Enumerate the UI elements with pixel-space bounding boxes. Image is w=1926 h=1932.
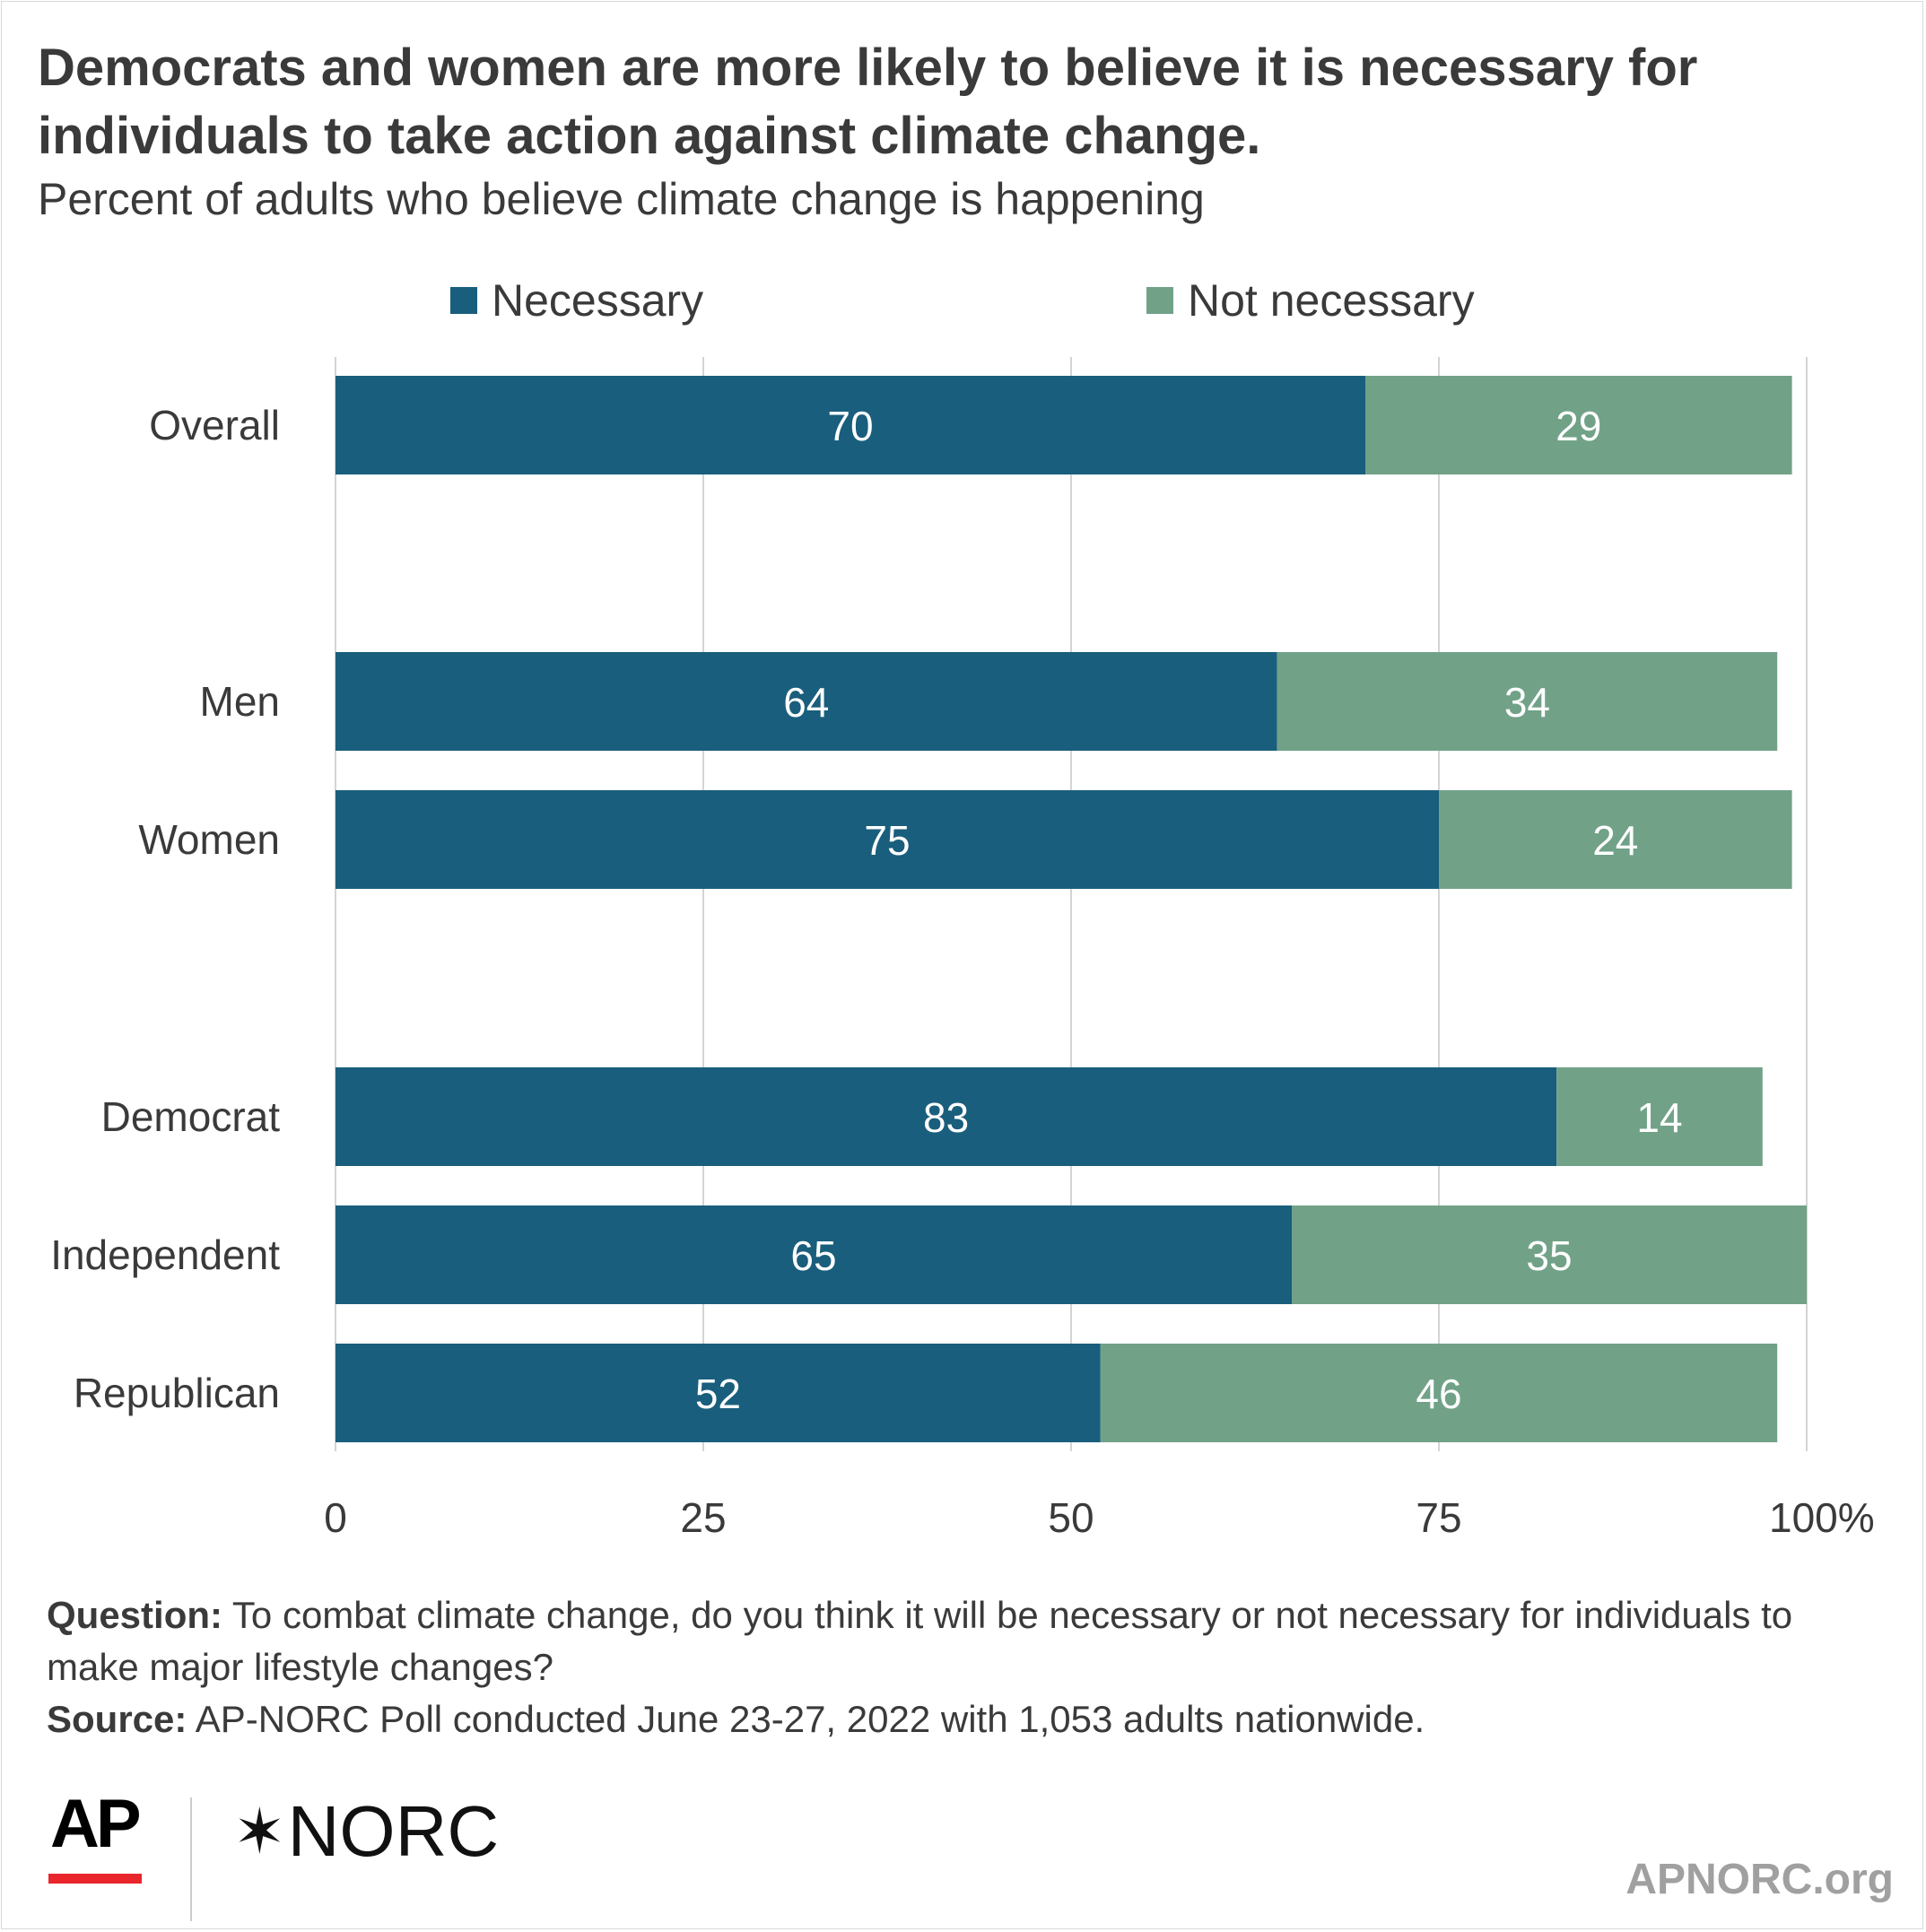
bar-segment-necessary bbox=[336, 1205, 1292, 1304]
x-tick-label: 75 bbox=[1416, 1494, 1461, 1541]
category-label: Democrat bbox=[101, 1093, 281, 1140]
data-label: 14 bbox=[1636, 1094, 1682, 1141]
data-label: 29 bbox=[1556, 403, 1601, 449]
data-label: 24 bbox=[1592, 817, 1638, 864]
bar-segment-not-necessary bbox=[1292, 1205, 1807, 1304]
ap-logo: AP bbox=[50, 1786, 142, 1862]
ap-logo-bar bbox=[48, 1874, 142, 1884]
source-label: Source: bbox=[47, 1698, 187, 1740]
bar-segment-not-necessary bbox=[1100, 1344, 1778, 1442]
legend-label-not-necessary: Not necessary bbox=[1188, 275, 1475, 326]
source-note: Source: AP-NORC Poll conducted June 23-2… bbox=[47, 1693, 1877, 1745]
site-url: APNORC.org bbox=[1625, 1856, 1894, 1903]
data-label: 64 bbox=[783, 679, 829, 726]
bar-segment-necessary bbox=[336, 1067, 1557, 1166]
bar-segment-not-necessary bbox=[1365, 376, 1792, 474]
data-label: 46 bbox=[1416, 1371, 1461, 1417]
bar-segment-not-necessary bbox=[1277, 652, 1778, 751]
data-label: 75 bbox=[864, 817, 910, 864]
stacked-bar-chart: 0 25 50 75 100% Overall 70 29 Men 64 34 Women 75 24 De… bbox=[50, 357, 1875, 1541]
bar-segment-necessary bbox=[336, 376, 1365, 474]
category-label: Men bbox=[200, 678, 280, 725]
data-label: 34 bbox=[1504, 679, 1550, 726]
x-tick-label: 100% bbox=[1769, 1494, 1875, 1541]
bar-segment-necessary bbox=[336, 790, 1439, 889]
chart-subtitle: Percent of adults who believe climate ch… bbox=[38, 174, 1205, 224]
bar-segment-not-necessary bbox=[1439, 790, 1792, 889]
category-label: Overall bbox=[149, 402, 280, 448]
question-label: Question: bbox=[47, 1594, 222, 1636]
bar-segment-necessary bbox=[336, 652, 1277, 751]
legend-swatch-necessary bbox=[450, 287, 477, 314]
category-label: Independent bbox=[50, 1231, 280, 1278]
chart-title: Democrats and women are more likely to b… bbox=[38, 39, 1698, 165]
star-icon: ✶ bbox=[233, 1797, 286, 1867]
data-label: 65 bbox=[790, 1232, 836, 1279]
question-note: Question: To combat climate change, do y… bbox=[47, 1589, 1877, 1693]
data-label: 70 bbox=[827, 403, 873, 449]
source-text: AP-NORC Poll conducted June 23-27, 2022 … bbox=[195, 1698, 1425, 1740]
bar-segment-not-necessary bbox=[1556, 1067, 1763, 1166]
x-tick-label: 50 bbox=[1048, 1494, 1094, 1541]
x-tick-label: 0 bbox=[324, 1494, 347, 1541]
category-label: Republican bbox=[74, 1370, 280, 1416]
data-label: 35 bbox=[1526, 1232, 1572, 1279]
legend-item-necessary: Necessary bbox=[450, 274, 703, 326]
norc-logo-text: NORC bbox=[287, 1791, 500, 1871]
footnote: Question: To combat climate change, do y… bbox=[47, 1589, 1877, 1745]
data-label: 83 bbox=[923, 1094, 969, 1141]
norc-logo: ✶ NORC bbox=[233, 1790, 499, 1873]
bar-segment-necessary bbox=[336, 1344, 1101, 1442]
legend: Necessary Not necessary bbox=[0, 274, 1926, 328]
category-label: Women bbox=[138, 816, 280, 863]
legend-item-not-necessary: Not necessary bbox=[1146, 274, 1475, 326]
question-text: To combat climate change, do you think i… bbox=[47, 1594, 1793, 1688]
legend-label-necessary: Necessary bbox=[492, 275, 704, 326]
logo-divider bbox=[190, 1797, 192, 1921]
legend-swatch-not-necessary bbox=[1146, 287, 1173, 314]
data-label: 52 bbox=[695, 1371, 741, 1417]
x-tick-label: 25 bbox=[680, 1494, 726, 1541]
